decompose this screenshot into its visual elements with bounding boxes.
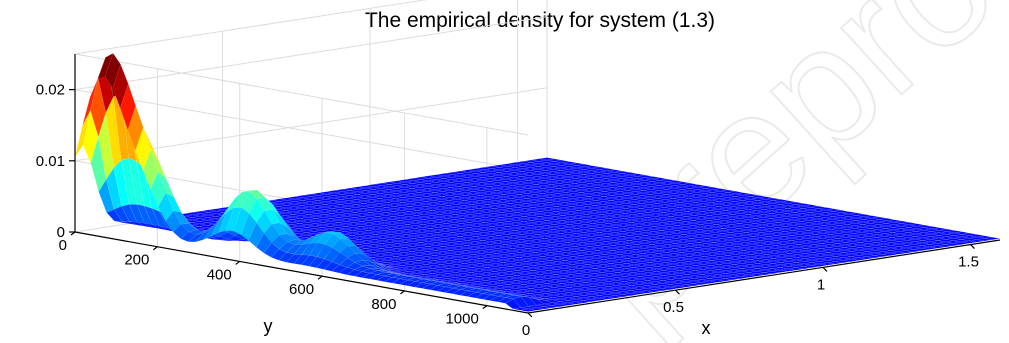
y-tick-label: 1000: [445, 311, 478, 328]
x-tick-mark: [822, 266, 828, 272]
surface-patch: [536, 306, 552, 310]
tick-labels: 0 0.01 0.02 0 200 400 600 800 1000 0 0.5 1 1.5: [36, 82, 979, 339]
density-surface: [74, 53, 1001, 312]
surface-patch: [701, 280, 717, 284]
y-tick-mark: [153, 246, 158, 251]
surface-patch: [984, 237, 1001, 240]
grid-line: [74, 16, 548, 91]
surface-patch: [717, 278, 733, 282]
surface-patch: [654, 288, 670, 292]
x-tick-label: 1.5: [958, 254, 979, 271]
surface-patch: [591, 297, 607, 301]
surface-patch: [882, 252, 898, 256]
chart-title: The empirical density for system (1.3): [365, 9, 715, 32]
surface-patch: [937, 244, 953, 248]
y-tick-mark: [482, 305, 488, 310]
y-tick-mark: [235, 260, 241, 265]
surface-patch: [669, 285, 686, 289]
y-tick-label: 200: [124, 252, 149, 269]
surface-patch: [528, 307, 544, 311]
x-tick-mark: [675, 289, 680, 295]
x-tick-label: 0.5: [663, 299, 684, 316]
surface-patch: [764, 271, 780, 275]
surface-patch: [709, 279, 725, 283]
y-tick-label: 600: [289, 281, 314, 298]
surface-patch: [520, 308, 536, 312]
surface-patch: [756, 272, 772, 276]
y-tick-mark: [317, 275, 323, 280]
y-axis-line: [74, 231, 529, 314]
grid-line: [74, 53, 529, 136]
grid-line: [74, 0, 428, 55]
y-tick-label: 400: [207, 266, 232, 283]
x-tick-label: 0: [522, 322, 530, 339]
y-axis-label: y: [264, 316, 273, 336]
surface-patch: [960, 240, 977, 244]
surface-patch: [858, 256, 875, 260]
surface-patch: [559, 302, 576, 306]
x-tick-mark: [970, 244, 975, 249]
x-axis-line: [527, 239, 1001, 314]
x-axis-label: x: [702, 318, 711, 338]
grid-line: [74, 87, 548, 162]
surface-patch: [622, 293, 639, 296]
y-tick-mark: [70, 231, 76, 236]
surface-patch: [748, 273, 765, 277]
surface-patch: [732, 276, 749, 279]
surface-patch: [646, 289, 662, 293]
surface-patch: [850, 257, 867, 261]
x-tick-label: 1: [817, 276, 825, 293]
surface-patch: [827, 261, 843, 265]
y-tick-label: 800: [371, 296, 396, 313]
axes: [69, 54, 1001, 318]
y-tick-label: 0: [59, 237, 67, 254]
surface-patch: [575, 300, 591, 304]
z-tick-label: 0: [57, 224, 65, 241]
surface-patch: [795, 266, 812, 270]
surface-patch: [551, 303, 568, 307]
surface-patch: [772, 269, 788, 273]
z-tick-label: 0.02: [36, 82, 65, 99]
surface-patch: [567, 301, 584, 305]
surface-patch: [787, 267, 804, 271]
x-tick-mark: [527, 312, 533, 318]
surface-patch: [811, 263, 827, 267]
z-tick-label: 0.01: [36, 153, 65, 170]
surface-patch: [614, 294, 631, 298]
y-tick-mark: [400, 290, 405, 295]
surface-patch: [677, 284, 694, 288]
grid-line: [74, 89, 529, 172]
surface-patch: [803, 265, 820, 268]
